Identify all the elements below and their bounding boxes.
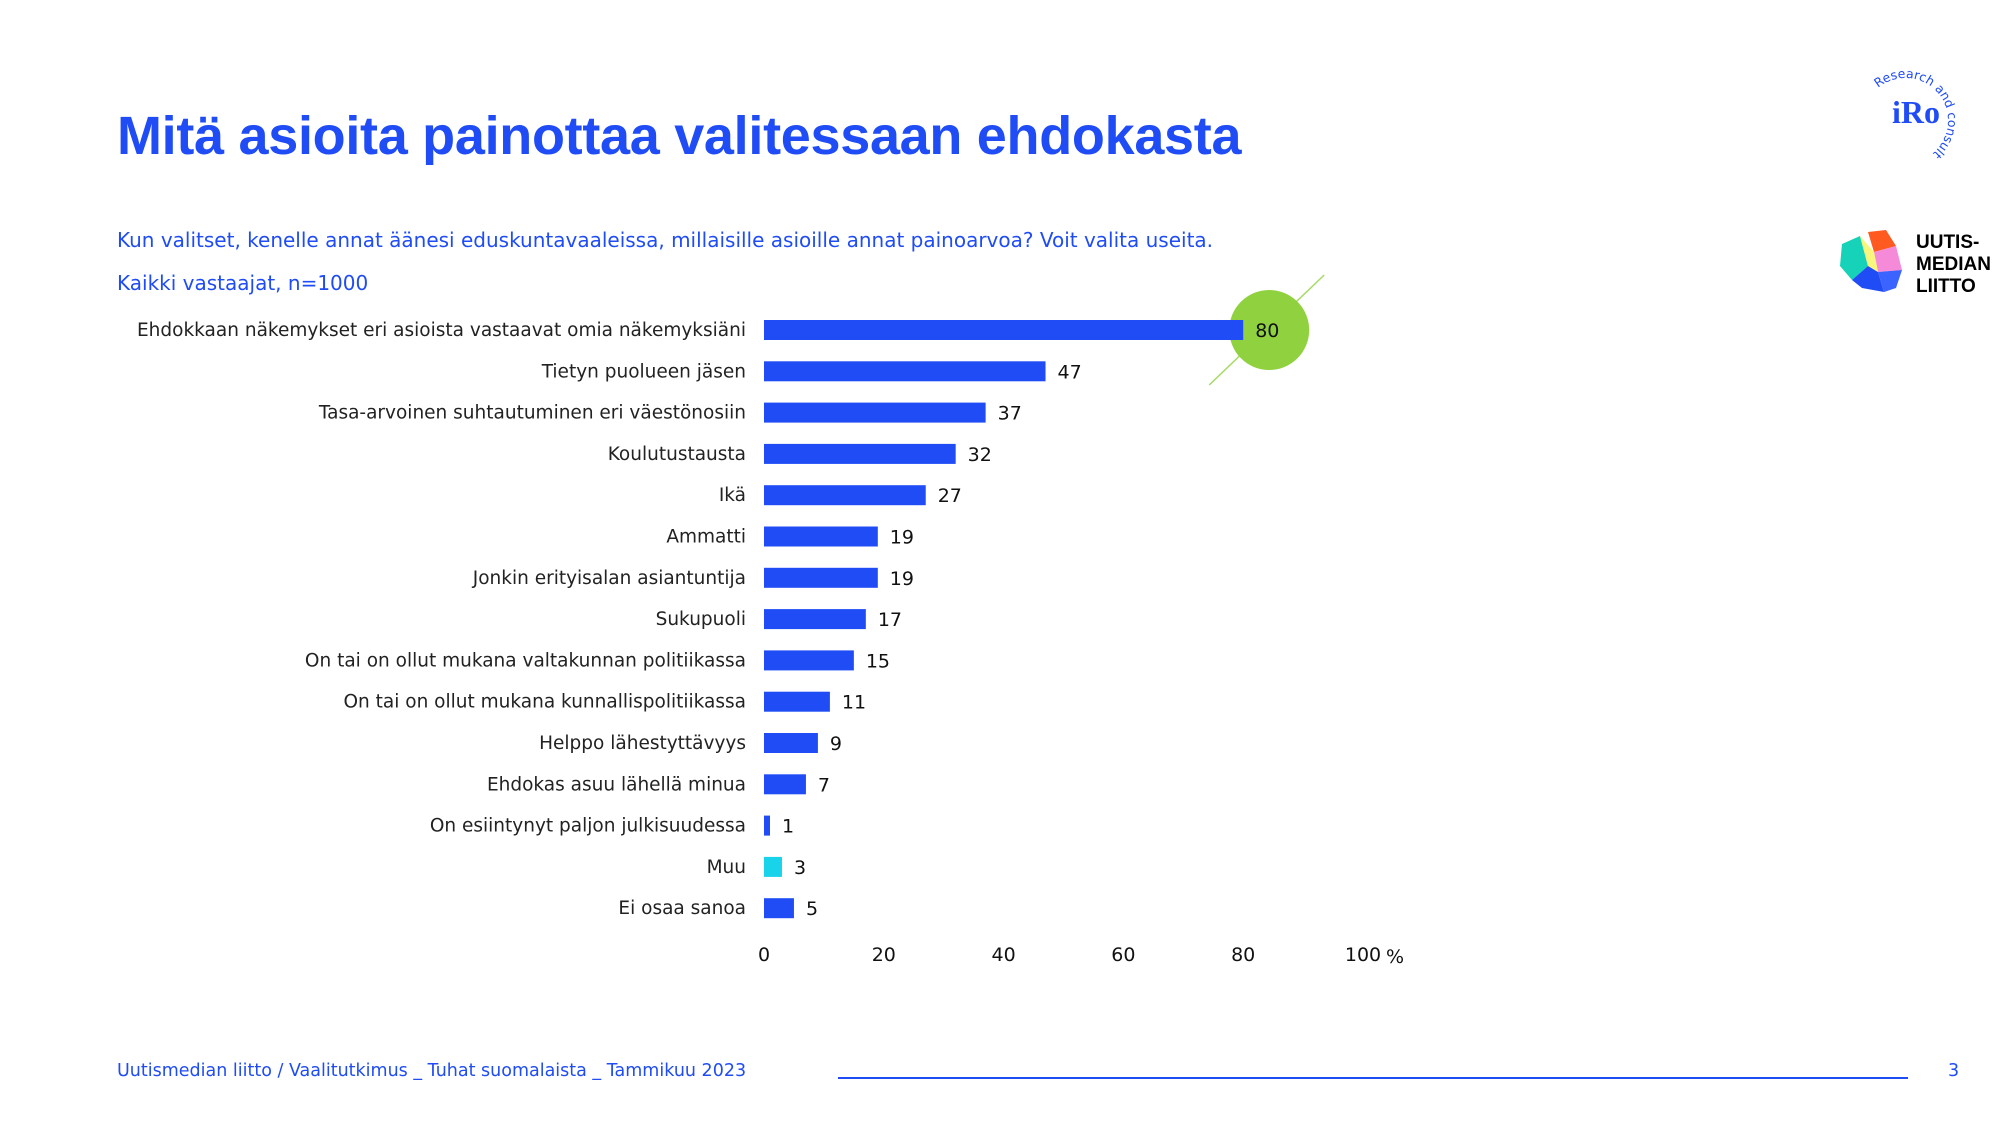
category-label: Ehdokas asuu lähellä minua bbox=[487, 774, 746, 795]
bar bbox=[764, 402, 986, 423]
bar bbox=[764, 320, 1244, 340]
page-title: Mitä asioita painottaa valitessaan ehdok… bbox=[117, 106, 1242, 166]
category-label: On esiintynyt paljon julkisuudessa bbox=[430, 816, 746, 837]
uutismedian-liitto-logo bbox=[1840, 230, 1902, 292]
x-tick-label: 60 bbox=[1111, 944, 1135, 966]
x-tick-label: 20 bbox=[872, 944, 896, 966]
value-label: 15 bbox=[866, 650, 890, 672]
category-label: Jonkin erityisalan asiantuntija bbox=[472, 568, 746, 589]
x-unit-label: % bbox=[1386, 946, 1404, 968]
category-label: Tasa-arvoinen suhtautuminen eri väestöno… bbox=[318, 403, 746, 424]
bar bbox=[764, 567, 878, 588]
category-label: Ammatti bbox=[666, 527, 746, 548]
footer-source: Uutismedian liitto / Vaalitutkimus _ Tuh… bbox=[117, 1061, 747, 1081]
category-label: Koulutustausta bbox=[608, 444, 746, 465]
bar bbox=[764, 856, 782, 877]
bar bbox=[764, 691, 830, 712]
bar bbox=[764, 485, 926, 506]
um-line-2: MEDIAN bbox=[1916, 254, 1991, 275]
bar bbox=[764, 898, 794, 919]
bar bbox=[764, 815, 770, 836]
value-label: 9 bbox=[830, 733, 842, 755]
bar bbox=[764, 361, 1046, 382]
value-label: 47 bbox=[1058, 361, 1082, 383]
um-line-3: LIITTO bbox=[1916, 276, 1976, 297]
x-tick-label: 80 bbox=[1231, 944, 1255, 966]
category-label: Helppo lähestyttävyys bbox=[539, 733, 746, 754]
value-label: 17 bbox=[878, 609, 902, 631]
value-label: 37 bbox=[998, 403, 1022, 425]
uutismedian-liitto-wordmark: UUTIS- MEDIAN LIITTO bbox=[1916, 232, 1991, 298]
footer-divider bbox=[838, 1077, 1908, 1079]
x-tick-label: 0 bbox=[758, 944, 770, 966]
category-label: Ei osaa sanoa bbox=[618, 898, 746, 919]
bar bbox=[764, 526, 878, 547]
iro-wordmark: iRo bbox=[1892, 94, 1940, 130]
bar bbox=[764, 774, 806, 795]
value-label: 5 bbox=[806, 898, 818, 920]
bar bbox=[764, 733, 818, 753]
um-line-1: UUTIS- bbox=[1916, 232, 1980, 253]
bar bbox=[764, 609, 866, 630]
bar bbox=[764, 443, 956, 464]
iro-logo: Research and consulting iRo bbox=[1858, 48, 1960, 162]
highlight-circle bbox=[1229, 290, 1310, 370]
x-tick-label: 40 bbox=[992, 944, 1016, 966]
value-label: 32 bbox=[968, 444, 992, 466]
bar-chart: Ehdokkaan näkemykset eri asioista vastaa… bbox=[137, 274, 1404, 968]
category-label: On tai on ollut mukana kunnallispolitiik… bbox=[343, 692, 746, 713]
category-label: Muu bbox=[707, 857, 746, 878]
value-label: 1 bbox=[782, 816, 794, 838]
category-label: On tai on ollut mukana valtakunnan polit… bbox=[305, 650, 746, 671]
category-label: Tietyn puolueen jäsen bbox=[541, 361, 746, 382]
value-label: 7 bbox=[818, 774, 830, 796]
page-number: 3 bbox=[1948, 1061, 1960, 1081]
category-label: Sukupuoli bbox=[656, 609, 746, 630]
category-label: Ehdokkaan näkemykset eri asioista vastaa… bbox=[137, 320, 746, 341]
value-label: 27 bbox=[938, 485, 962, 507]
value-label: 3 bbox=[794, 857, 806, 879]
value-label: 19 bbox=[890, 568, 914, 590]
bar bbox=[764, 650, 854, 671]
value-label: 11 bbox=[842, 692, 866, 714]
category-label: Ikä bbox=[719, 485, 746, 506]
value-label: 80 bbox=[1255, 320, 1279, 342]
respondent-base: Kaikki vastaajat, n=1000 bbox=[117, 271, 369, 295]
x-tick-label: 100 bbox=[1345, 944, 1381, 966]
survey-question: Kun valitset, kenelle annat äänesi edusk… bbox=[117, 228, 1214, 252]
value-label: 19 bbox=[890, 527, 914, 549]
